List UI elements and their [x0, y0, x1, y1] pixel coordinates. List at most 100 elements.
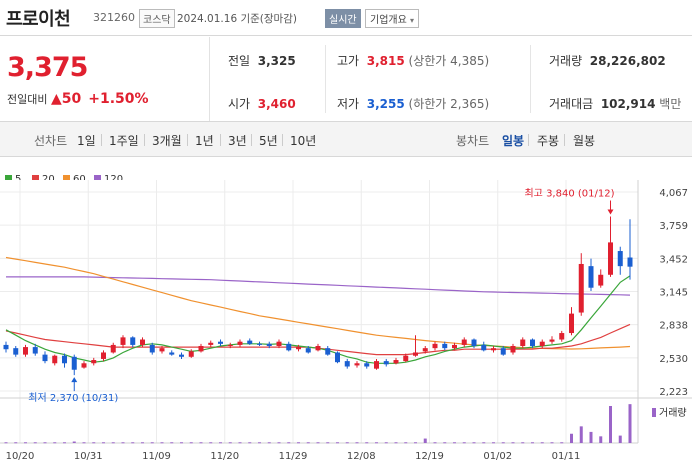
- volume-bar: [92, 442, 96, 444]
- candle-body: [227, 344, 233, 346]
- volume-bar: [209, 442, 213, 444]
- legend-ma60-label: 60: [73, 174, 86, 185]
- volume-bar: [501, 442, 505, 444]
- period-1y[interactable]: 1년: [195, 134, 214, 148]
- volume-bar: [238, 442, 242, 444]
- candle-body: [169, 352, 175, 355]
- volume-bar: [414, 442, 417, 444]
- high-value: 3,815: [366, 54, 405, 68]
- low-value: 3,255: [366, 97, 405, 111]
- volume-bar: [628, 404, 632, 443]
- volume-value: 28,226,802: [589, 54, 666, 68]
- candle-body: [559, 333, 565, 340]
- volume-bar: [462, 442, 466, 444]
- candle-body: [257, 343, 262, 345]
- period-monthly[interactable]: 월봉: [573, 134, 596, 148]
- volume-bar: [141, 442, 144, 444]
- candle-body: [393, 360, 399, 364]
- company-overview-dropdown[interactable]: 기업개요 ▾: [365, 9, 420, 28]
- period-5y[interactable]: 5년: [259, 134, 278, 148]
- prev-close-value: 3,325: [257, 54, 296, 68]
- period-3m[interactable]: 3개월: [152, 134, 182, 148]
- candle-body: [481, 344, 487, 351]
- period-daily[interactable]: 일봉: [502, 134, 525, 148]
- legend-swatch: [5, 175, 12, 182]
- diff-label: 전일대비: [7, 93, 48, 106]
- period-selector: 선차트 1일 1주일 3개월 1년 3년 5년 10년 봉차트 일봉 주봉 월봉: [0, 121, 692, 157]
- open-value: 3,460: [257, 97, 296, 111]
- x-tick-label: 11/20: [210, 451, 239, 462]
- volume-bar: [472, 442, 476, 444]
- candle-body: [247, 340, 253, 344]
- period-weekly[interactable]: 주봉: [537, 134, 560, 148]
- volume-bar: [336, 442, 339, 444]
- period-1d[interactable]: 1일: [77, 134, 96, 148]
- candle-body: [325, 348, 331, 355]
- chevron-down-icon: ▾: [410, 16, 415, 25]
- x-tick-label: 11/09: [142, 451, 171, 462]
- realtime-button[interactable]: 실시간: [325, 9, 361, 28]
- candle-body: [569, 313, 574, 334]
- volume-bar: [111, 442, 115, 444]
- x-tick-label: 10/20: [6, 451, 35, 462]
- volume-bar: [297, 442, 300, 444]
- volume-bar: [63, 442, 66, 444]
- volume-bar: [540, 442, 544, 444]
- legend-ma5-label: 5: [15, 174, 22, 185]
- volume-bar: [570, 433, 573, 443]
- candle-body: [159, 348, 165, 352]
- candle-body: [520, 339, 526, 346]
- volume-bar: [248, 442, 252, 444]
- volume-bar: [375, 442, 378, 444]
- candle-body: [432, 343, 438, 349]
- volume-bar: [550, 442, 554, 444]
- x-tick-label: 12/19: [415, 451, 444, 462]
- diff-percent: +1.50%: [88, 91, 149, 107]
- volume-bar: [404, 442, 408, 444]
- base-date: 2024.01.16 기준(장마감): [177, 13, 297, 25]
- candle-body: [266, 343, 272, 346]
- price-change: 전일대비 ▲50 +1.50%: [7, 91, 149, 107]
- candle-body: [442, 343, 448, 349]
- volume-bar: [43, 442, 47, 444]
- price-chart[interactable]: 4,067 3,759 3,452 3,145 2,838 2,530 2,223 10/20…: [0, 180, 692, 476]
- period-1w[interactable]: 1주일: [109, 134, 139, 148]
- line-chart-label[interactable]: 선차트: [34, 134, 68, 148]
- volume-bar: [394, 442, 398, 444]
- volume-bar: [189, 442, 193, 444]
- candle-body: [315, 345, 321, 351]
- upper-limit: (상한가 4,385): [408, 54, 490, 68]
- volume-bar: [316, 442, 320, 444]
- volume-bar: [443, 442, 447, 444]
- candle-body: [500, 348, 506, 355]
- candle-body: [374, 361, 379, 369]
- candle-body: [101, 352, 106, 359]
- period-10y[interactable]: 10년: [290, 134, 317, 148]
- legend-ma60: 60: [63, 174, 86, 185]
- candle-body: [42, 354, 48, 362]
- candle-body: [218, 341, 223, 344]
- candle-body: [608, 242, 613, 275]
- candle-body: [364, 363, 370, 367]
- volume-bar: [170, 442, 174, 444]
- candle-body: [188, 351, 194, 357]
- candle-body: [198, 345, 204, 352]
- volume-bar: [579, 426, 583, 443]
- candle-body: [383, 361, 389, 365]
- market-badge: 코스닥: [139, 9, 175, 28]
- y-tick-label: 3,452: [659, 254, 688, 265]
- legend-ma120-label: 120: [104, 174, 124, 185]
- candle-body: [276, 341, 282, 346]
- candle-body: [530, 339, 535, 346]
- volume-bar: [384, 442, 388, 444]
- candle-body: [149, 344, 155, 353]
- volume-bar: [306, 442, 310, 444]
- low-label: 저가: [337, 97, 360, 111]
- period-3y[interactable]: 3년: [228, 134, 247, 148]
- current-price: 3,375: [7, 52, 88, 83]
- candle-chart-label[interactable]: 봉차트: [456, 134, 490, 148]
- volume-legend-swatch: [652, 408, 656, 417]
- volume-bar: [258, 442, 261, 444]
- candle-body: [91, 360, 97, 364]
- x-tick-label: 01/02: [483, 451, 512, 462]
